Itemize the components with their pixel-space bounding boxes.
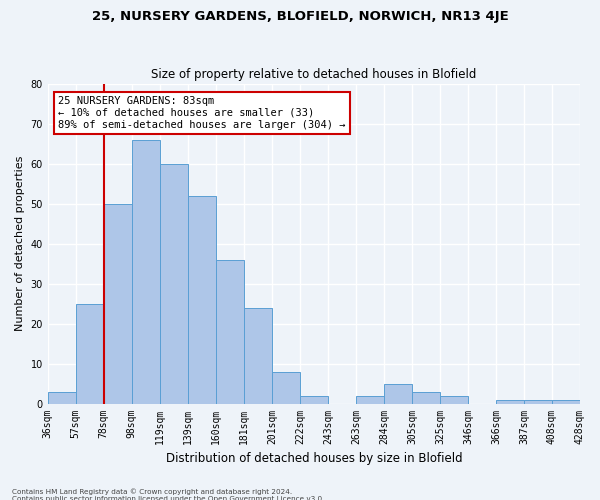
Text: 25 NURSERY GARDENS: 83sqm
← 10% of detached houses are smaller (33)
89% of semi-: 25 NURSERY GARDENS: 83sqm ← 10% of detac… — [58, 96, 346, 130]
X-axis label: Distribution of detached houses by size in Blofield: Distribution of detached houses by size … — [166, 452, 462, 465]
Bar — [384, 384, 412, 404]
Bar — [104, 204, 132, 404]
Bar — [440, 396, 468, 404]
Bar — [244, 308, 272, 404]
Bar — [356, 396, 384, 404]
Y-axis label: Number of detached properties: Number of detached properties — [15, 156, 25, 331]
Text: Contains HM Land Registry data © Crown copyright and database right 2024.: Contains HM Land Registry data © Crown c… — [12, 488, 292, 495]
Bar — [552, 400, 580, 404]
Bar — [272, 372, 300, 404]
Bar — [48, 392, 76, 404]
Text: 25, NURSERY GARDENS, BLOFIELD, NORWICH, NR13 4JE: 25, NURSERY GARDENS, BLOFIELD, NORWICH, … — [92, 10, 508, 23]
Text: Contains public sector information licensed under the Open Government Licence v3: Contains public sector information licen… — [12, 496, 325, 500]
Bar — [524, 400, 552, 404]
Bar — [412, 392, 440, 404]
Bar — [160, 164, 188, 404]
Bar — [132, 140, 160, 404]
Bar — [300, 396, 328, 404]
Bar — [76, 304, 104, 404]
Bar — [496, 400, 524, 404]
Title: Size of property relative to detached houses in Blofield: Size of property relative to detached ho… — [151, 68, 476, 81]
Bar — [216, 260, 244, 404]
Bar — [188, 196, 216, 404]
